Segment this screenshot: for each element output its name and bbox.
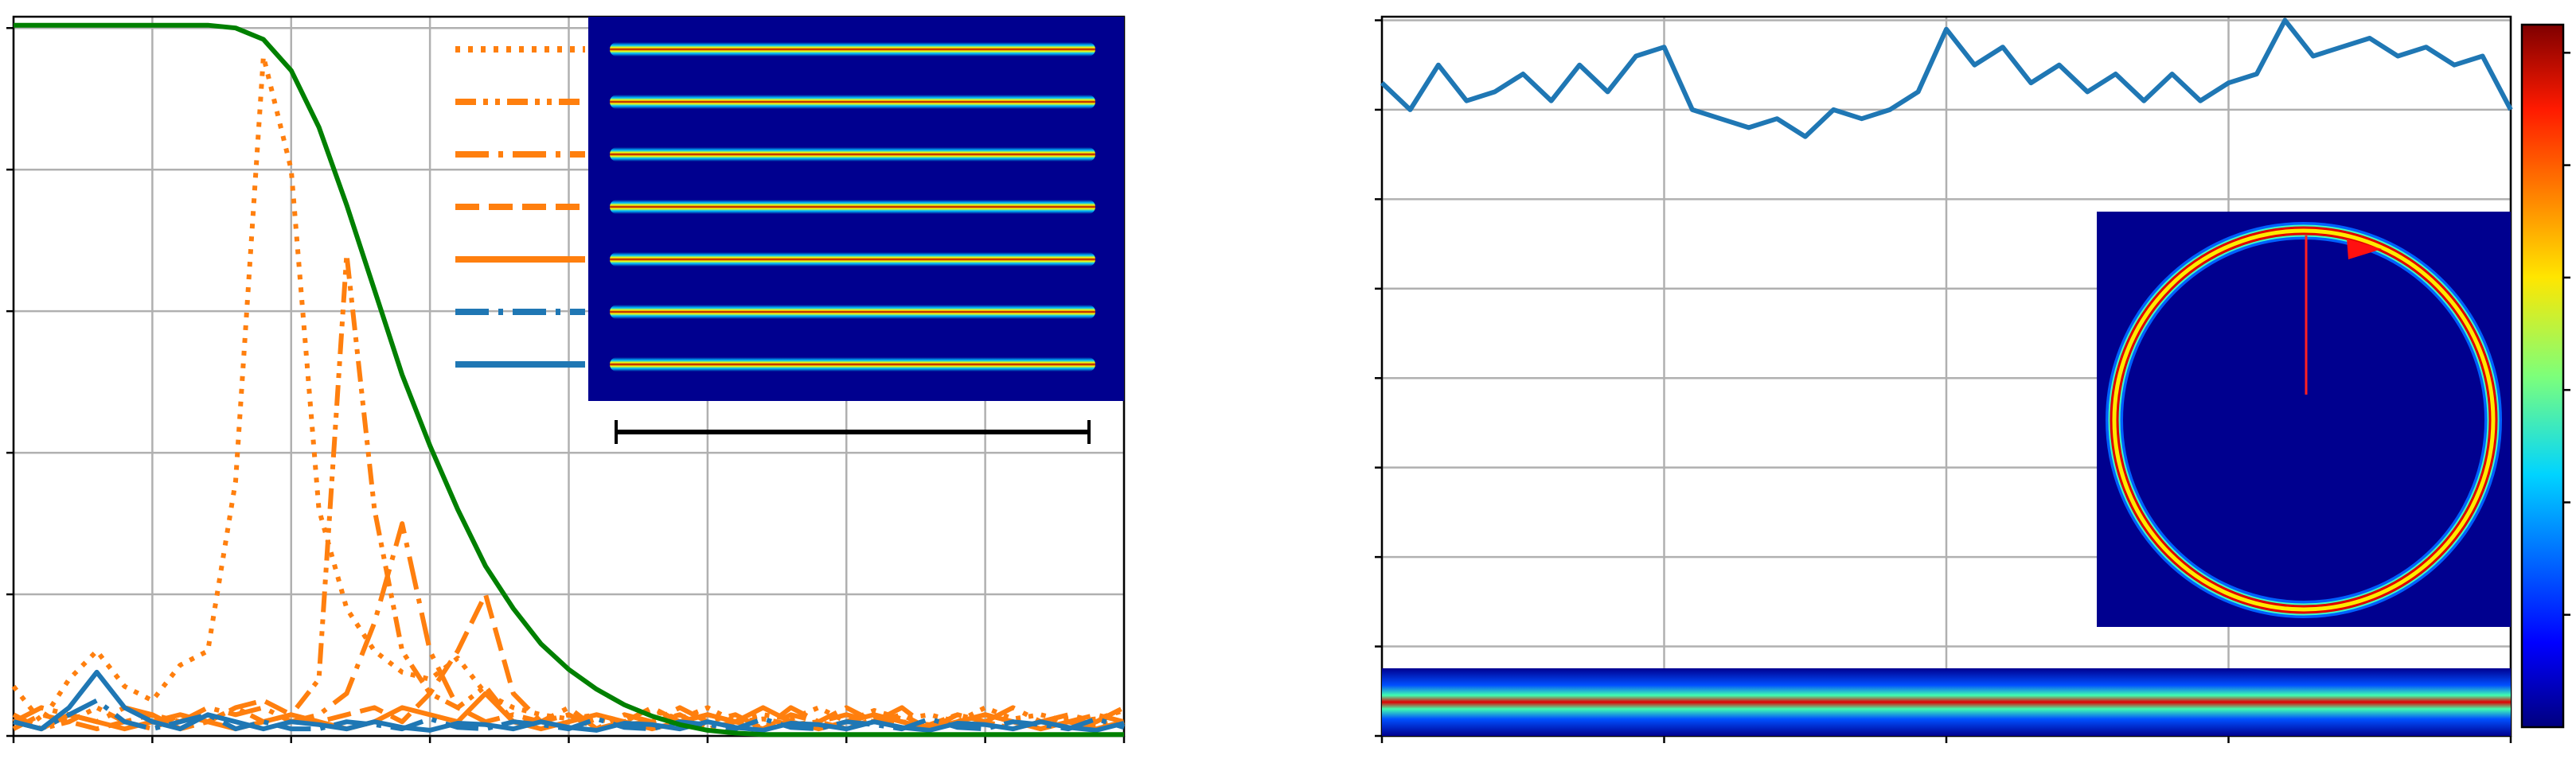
- direction-arrow: [2347, 239, 2382, 259]
- strip-band: [1382, 668, 2511, 736]
- data-layer: [11, 18, 2513, 738]
- ring: [2110, 226, 2498, 614]
- ring: [2116, 232, 2492, 608]
- series-line: [1380, 18, 2513, 139]
- inset-stripe: [610, 357, 1095, 372]
- colorbar: [2520, 23, 2565, 729]
- scale-bar: [615, 420, 1091, 444]
- inset-image: [588, 17, 1124, 401]
- strip-image: [1382, 668, 2511, 736]
- series-line: [13, 669, 1125, 733]
- inset-stripe: [610, 305, 1095, 319]
- inset-stripe: [610, 252, 1095, 267]
- inset-stripe: [610, 95, 1095, 109]
- inset-ring: [2097, 212, 2511, 627]
- inset-stripe: [610, 42, 1095, 56]
- legend: [455, 46, 585, 368]
- series-line: [14, 22, 1124, 738]
- ring: [2110, 227, 2497, 613]
- inset-stripe: [610, 147, 1095, 162]
- inset-stripe: [610, 200, 1095, 214]
- inset-background: [2097, 212, 2511, 627]
